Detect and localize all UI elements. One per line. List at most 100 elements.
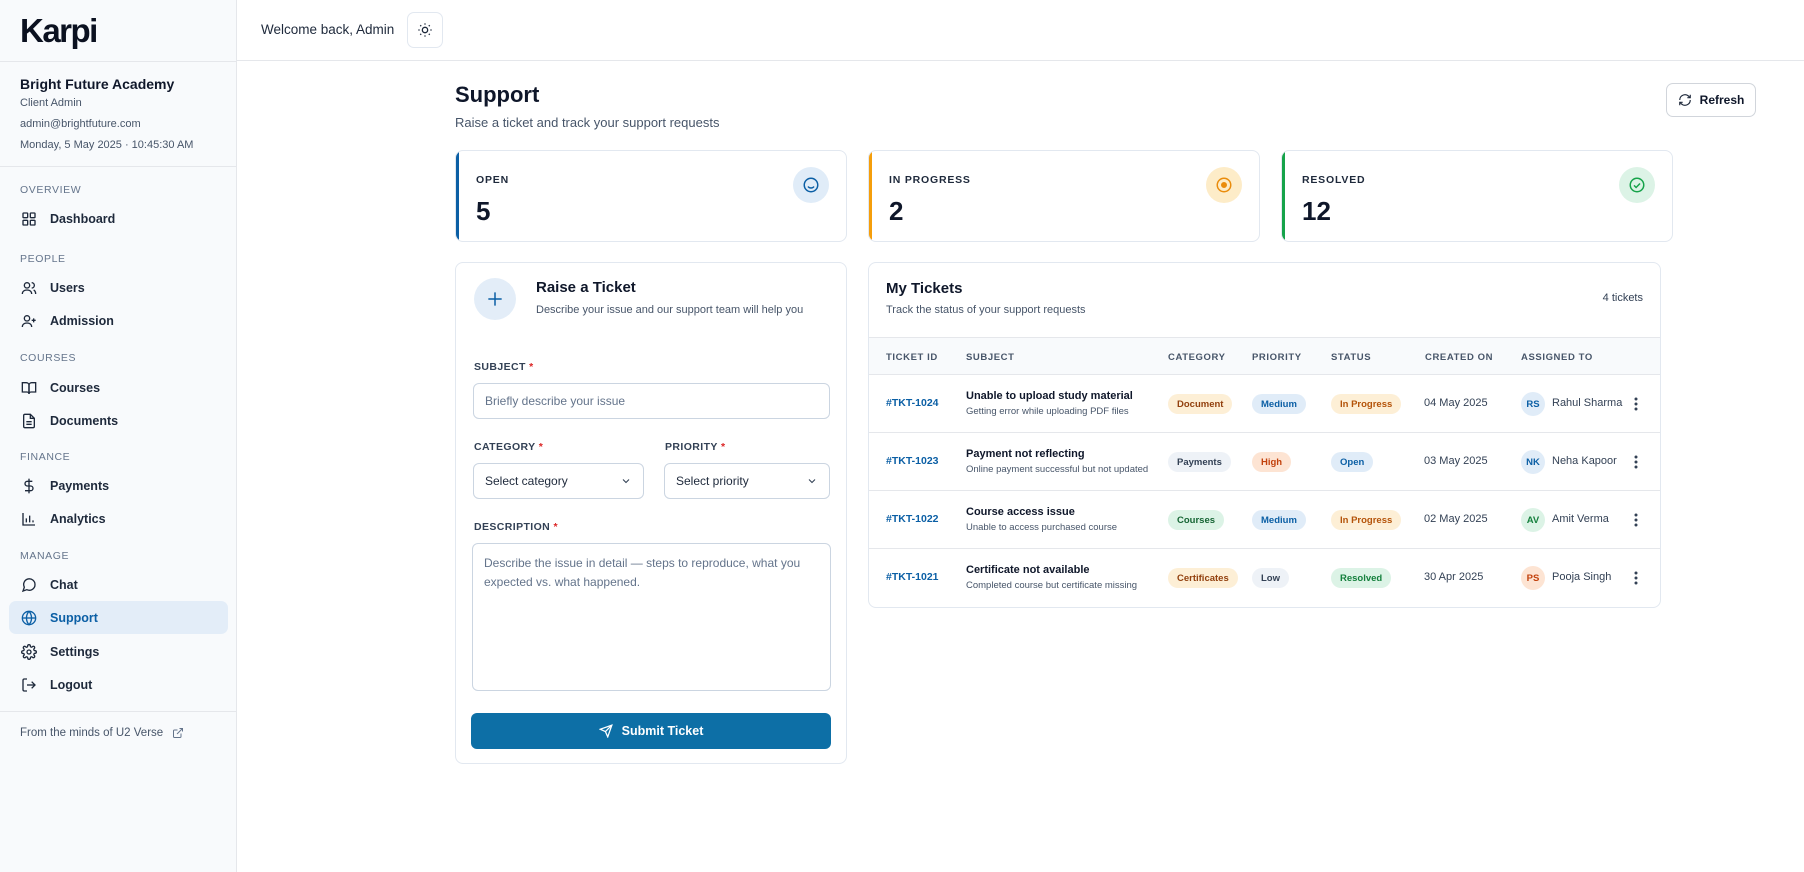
nav-section-overview: OVERVIEW [20,184,82,196]
raise-ticket-card: Raise a Ticket Describe your issue and o… [455,262,847,764]
u2verse-footer-link[interactable]: From the minds of U2 Verse [20,727,184,739]
column-header-ticket-id: TICKET ID [886,352,938,363]
table-row[interactable]: #TKT-1021 Certificate not available Comp… [869,549,1660,607]
status-badge: In Progress [1331,510,1402,530]
table-row[interactable]: #TKT-1024 Unable to upload study materia… [869,375,1660,433]
column-header-status: STATUS [1331,352,1372,363]
sidebar-item-label: Payments [50,478,110,493]
subject-label: SUBJECT * [474,361,534,373]
ticket-subject: Certificate not available [966,564,1090,576]
created-date: 02 May 2025 [1424,513,1488,525]
gear-icon [21,643,37,660]
ticket-id-link[interactable]: #TKT-1021 [886,571,939,583]
nav-section-people: PEOPLE [20,253,66,265]
category-badge: Payments [1168,452,1231,472]
category-select[interactable]: Select category [473,463,644,499]
avatar: PS [1521,566,1545,590]
sidebar-item-analytics[interactable]: Analytics [9,502,228,535]
theme-toggle-button[interactable] [407,12,443,48]
table-row[interactable]: #TKT-1022 Course access issue Unable to … [869,491,1660,549]
sidebar-item-label: Analytics [50,511,106,526]
sidebar-item-label: Courses [50,380,101,395]
sidebar-item-chat[interactable]: Chat [9,568,228,601]
stat-value: 5 [476,196,491,226]
status-badge: In Progress [1331,394,1402,414]
refresh-icon [1678,94,1691,106]
sun-icon [418,23,432,37]
book-open-icon [21,381,37,394]
sidebar-item-payments[interactable]: Payments [9,469,228,502]
avatar: RS [1521,392,1545,416]
sidebar-item-documents[interactable]: Documents [9,404,228,437]
page-title: Support [455,82,540,107]
stat-accent-bar [869,151,872,241]
submit-ticket-button[interactable]: Submit Ticket [471,713,831,749]
sidebar-divider [0,61,237,62]
send-icon [598,724,613,738]
status-badge: Resolved [1331,568,1392,588]
avatar: NK [1521,450,1545,474]
chevron-down-icon [808,479,816,484]
users-icon [21,281,37,294]
ticket-id-link[interactable]: #TKT-1024 [886,397,939,409]
column-header-subject: SUBJECT [966,352,1015,363]
priority-select[interactable]: Select priority [664,463,830,499]
external-link-icon [173,728,184,738]
category-badge: Document [1168,394,1233,414]
more-options-icon[interactable] [1629,452,1643,472]
subject-input[interactable] [473,383,830,419]
welcome-message: Welcome back, Admin [261,22,395,37]
refresh-button[interactable]: Refresh [1666,83,1756,117]
stat-accent-bar [1282,151,1285,241]
nav-section-finance: FINANCE [20,451,71,463]
table-row[interactable]: #TKT-1023 Payment not reflecting Online … [869,433,1660,491]
sidebar-item-dashboard[interactable]: Dashboard [9,202,228,235]
ticket-id-link[interactable]: #TKT-1022 [886,513,939,525]
raise-ticket-title: Raise a Ticket [536,279,636,296]
file-text-icon [23,413,35,428]
created-date: 04 May 2025 [1424,397,1488,409]
priority-label: PRIORITY * [665,441,726,453]
target-icon [1206,167,1242,203]
column-header-created: CREATED ON [1425,352,1494,363]
ticket-id-link[interactable]: #TKT-1023 [886,455,939,467]
more-options-icon[interactable] [1629,394,1643,414]
ticket-detail: Getting error while uploading PDF files [966,406,1129,417]
sidebar-item-support[interactable]: Support [9,601,228,634]
category-select-value: Select category [485,474,568,488]
sidebar-item-label: Settings [50,644,100,659]
ticket-detail: Unable to access purchased course [966,522,1118,533]
nav-section-courses: COURSES [20,352,77,364]
sidebar-divider [0,166,237,167]
sidebar-item-logout[interactable]: Logout [9,668,228,701]
sidebar-item-admission[interactable]: Admission [9,304,228,337]
more-options-icon[interactable] [1629,510,1643,530]
karpi-logo[interactable]: Karpi [20,12,98,49]
ticket-detail: Completed course but certificate missing [966,580,1138,591]
table-header: TICKET ID SUBJECT CATEGORY PRIORITY STAT… [869,337,1660,375]
chevron-down-icon [622,479,630,484]
submit-ticket-label: Submit Ticket [621,724,704,738]
stat-value: 2 [889,196,904,226]
sidebar-item-users[interactable]: Users [9,271,228,304]
ticket-subject: Payment not reflecting [966,448,1085,460]
priority-badge: Medium [1252,394,1306,414]
stat-card-in-progress: IN PROGRESS 2 [868,150,1260,242]
ticket-count: 4 tickets [1602,292,1643,304]
org-email: admin@brightfuture.com [20,118,141,130]
more-options-icon[interactable] [1629,568,1643,588]
assignee-name: Pooja Singh [1552,571,1612,583]
refresh-label: Refresh [1699,93,1745,107]
sidebar-item-settings[interactable]: Settings [9,635,228,668]
priority-badge: Low [1252,568,1289,588]
my-tickets-title: My Tickets [886,280,963,297]
dollar-icon [24,478,34,493]
stat-card-open: OPEN 5 [455,150,847,242]
sidebar-item-courses[interactable]: Courses [9,371,228,404]
description-textarea[interactable] [472,543,831,691]
my-tickets-subtitle: Track the status of your support request… [886,304,1086,316]
plus-icon [474,278,516,320]
footer-text: From the minds of U2 Verse [20,727,164,739]
stat-card-resolved: RESOLVED 12 [1281,150,1673,242]
column-header-priority: PRIORITY [1252,352,1302,363]
